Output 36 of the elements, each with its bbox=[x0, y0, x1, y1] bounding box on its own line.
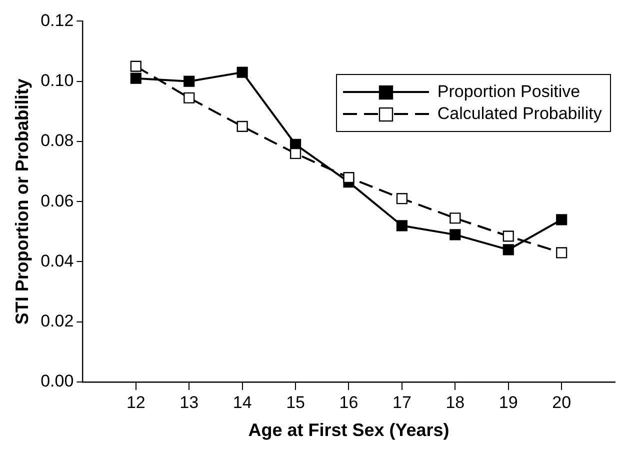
point bbox=[290, 148, 302, 160]
point bbox=[184, 92, 195, 104]
x-tick-label: 19 bbox=[498, 392, 518, 412]
y-tick-label: 0.02 bbox=[40, 312, 74, 331]
point bbox=[236, 66, 248, 78]
x-tick-label: 15 bbox=[286, 392, 305, 412]
point bbox=[130, 60, 142, 72]
point bbox=[396, 220, 408, 232]
point bbox=[184, 76, 195, 87]
x-tick-label: 18 bbox=[446, 392, 465, 412]
point bbox=[450, 229, 461, 240]
point bbox=[502, 244, 514, 256]
point bbox=[450, 212, 461, 224]
x-tick-label: 20 bbox=[552, 392, 572, 412]
x-tick-label: 14 bbox=[232, 392, 252, 412]
point bbox=[130, 72, 142, 84]
point bbox=[502, 230, 514, 242]
y-tick-label: 0.04 bbox=[40, 251, 74, 270]
point bbox=[343, 172, 354, 184]
y-axis-title: STI Proportion or Probability bbox=[12, 78, 32, 325]
point bbox=[556, 214, 568, 226]
point bbox=[556, 247, 568, 258]
x-tick-label: 13 bbox=[180, 392, 199, 412]
point bbox=[396, 193, 408, 204]
x-tick-label: 17 bbox=[392, 392, 412, 412]
x-tick-label: 16 bbox=[339, 392, 358, 412]
legend-label: Proportion Positive bbox=[437, 81, 580, 104]
y-tick-label: 0.10 bbox=[40, 71, 74, 90]
y-tick-label: 0.00 bbox=[40, 372, 74, 391]
y-tick-label: 0.12 bbox=[40, 10, 74, 30]
x-axis-title: Age at First Sex (Years) bbox=[248, 420, 450, 440]
x-tick-label: 12 bbox=[126, 392, 146, 412]
legend-label: Calculated Probability bbox=[437, 103, 602, 126]
y-tick-label: 0.06 bbox=[40, 191, 74, 210]
y-tick-label: 0.08 bbox=[40, 131, 74, 150]
point bbox=[236, 120, 248, 132]
